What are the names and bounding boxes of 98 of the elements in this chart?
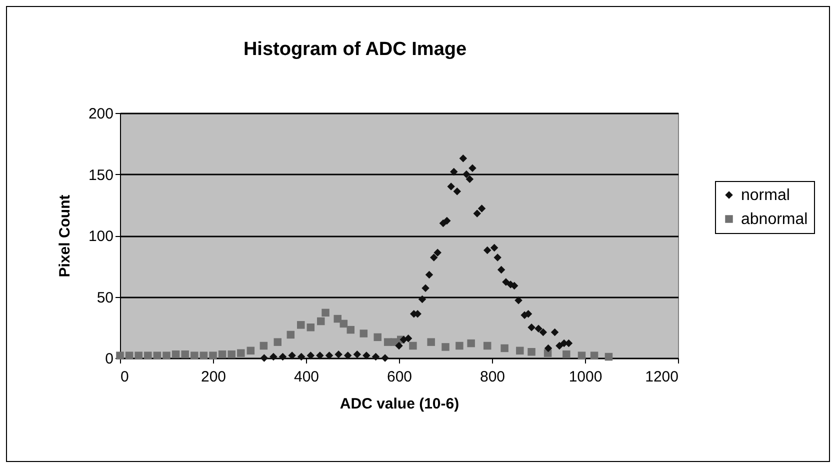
point (237, 349, 245, 357)
point (590, 352, 598, 360)
x-tick-label: 1000 (568, 368, 602, 386)
point (297, 352, 306, 361)
point (539, 328, 548, 336)
point (450, 168, 458, 176)
point (200, 352, 208, 360)
point (288, 352, 296, 360)
point (297, 321, 305, 329)
point (395, 342, 403, 350)
point (340, 320, 348, 328)
point (434, 248, 442, 257)
point (246, 346, 255, 355)
point (346, 326, 355, 334)
point (218, 350, 226, 358)
point (422, 284, 430, 292)
point (181, 350, 189, 358)
point (260, 342, 268, 350)
point (153, 352, 162, 360)
point (362, 352, 370, 360)
point (467, 339, 475, 348)
point (544, 344, 552, 352)
point (381, 354, 389, 362)
chart-title: Histogram of ADC Image (243, 39, 467, 60)
point (125, 352, 134, 360)
point (443, 216, 451, 225)
point (447, 182, 455, 190)
point (418, 295, 426, 304)
point (483, 246, 492, 254)
point (162, 352, 170, 360)
point (514, 296, 522, 304)
point (322, 308, 330, 317)
point (409, 342, 417, 350)
y-axis-title: Pixel Count (56, 194, 74, 278)
point (270, 352, 278, 361)
point (190, 352, 198, 360)
point (317, 317, 325, 326)
point (425, 270, 434, 279)
x-axis-title: ADC value (10-6) (340, 396, 460, 412)
x-tick-label: 0 (120, 368, 129, 386)
point (316, 352, 324, 360)
point (306, 352, 315, 360)
point (209, 352, 217, 360)
point (490, 244, 498, 252)
point (344, 352, 352, 360)
y-tick-label: 100 (88, 228, 114, 245)
point (550, 328, 559, 336)
y-tick-label: 0 (105, 350, 114, 368)
point (494, 254, 502, 262)
point (456, 342, 464, 350)
x-tick-label: 800 (480, 368, 506, 386)
point (427, 338, 435, 346)
point (497, 266, 506, 274)
point (562, 350, 570, 358)
point (374, 333, 382, 342)
legend-label: abnormal (741, 211, 808, 228)
y-tick-label: 200 (88, 106, 114, 122)
x-tick-label: 200 (200, 368, 226, 386)
point (360, 330, 368, 338)
point (430, 254, 438, 262)
y-tick-label: 50 (96, 289, 114, 306)
x-tick-label: 400 (294, 368, 320, 386)
point (516, 346, 524, 355)
point (325, 352, 334, 360)
point (286, 330, 295, 339)
point (459, 154, 468, 162)
point (534, 324, 542, 332)
point (372, 352, 380, 361)
point (334, 314, 342, 323)
point (478, 204, 486, 212)
x-tick-label: 600 (386, 368, 412, 386)
point (228, 350, 236, 358)
legend-label: normal (741, 187, 790, 204)
y-tick-label: 150 (88, 166, 114, 184)
point (144, 352, 152, 360)
point (466, 175, 474, 184)
point (134, 352, 142, 360)
point (306, 324, 315, 332)
point (353, 350, 362, 358)
point (556, 342, 564, 350)
point (172, 350, 180, 358)
x-tick-label: 1200 (645, 368, 678, 386)
point (453, 188, 461, 196)
point (442, 343, 450, 351)
point (334, 350, 342, 358)
point (278, 352, 287, 361)
point (468, 164, 476, 172)
point (578, 352, 586, 360)
point (260, 354, 268, 362)
point (274, 338, 282, 346)
point (528, 348, 536, 356)
point (483, 342, 492, 350)
point (500, 344, 508, 352)
point (473, 210, 481, 218)
point (528, 324, 536, 332)
point (604, 352, 613, 361)
point (462, 170, 470, 178)
point (404, 334, 412, 342)
